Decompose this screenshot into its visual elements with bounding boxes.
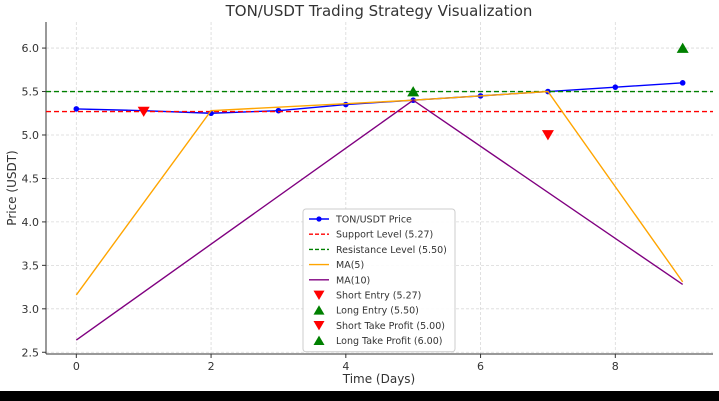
y-tick-label: 4.5	[22, 172, 40, 185]
bottom-bar	[0, 391, 719, 401]
legend-label: Short Take Profit (5.00)	[336, 321, 445, 332]
grid	[46, 22, 713, 354]
ton-usdt-price-point	[679, 80, 686, 86]
ton-usdt-price-line	[76, 82, 683, 114]
x-tick-label: 0	[73, 360, 80, 373]
short-entry-5-27-marker	[137, 106, 150, 117]
chart-title: TON/USDT Trading Strategy Visualization	[225, 2, 533, 20]
legend-label: Long Entry (5.50)	[336, 306, 419, 317]
short-take-profit-5-00-marker	[541, 130, 554, 141]
ton-usdt-price-point	[275, 107, 282, 114]
legend-label: Resistance Level (5.50)	[336, 245, 447, 256]
y-tick-label: 5.0	[22, 129, 40, 142]
x-tick-label: 2	[208, 360, 215, 373]
legend-label: Support Level (5.27)	[336, 230, 433, 241]
ton-usdt-price-point	[343, 101, 349, 108]
legend-label: Long Take Profit (6.00)	[336, 336, 442, 347]
ma-10-line	[75, 99, 684, 341]
long-take-profit-6-00-marker	[676, 42, 689, 53]
y-tick-label: 2.5	[22, 346, 40, 359]
y-tick-label: 3.5	[22, 259, 40, 272]
y-tick-label: 3.0	[22, 303, 40, 316]
legend-swatch	[313, 305, 325, 315]
x-axis-label: Time (Days)	[342, 372, 416, 386]
x-tick-label: 4	[342, 360, 349, 373]
legend-swatch	[313, 321, 325, 331]
legend: TON/USDT Price Support Level (5.27) Resist…	[302, 208, 456, 353]
y-tick-label: 5.5	[22, 86, 40, 99]
legend-swatch-point	[316, 216, 322, 222]
y-tick-label: 6.0	[22, 42, 40, 55]
y-tick-label: 4.0	[22, 216, 40, 229]
legend-box	[302, 208, 456, 353]
legend-swatch	[313, 335, 325, 345]
series	[46, 42, 713, 341]
x-tick-label: 8	[612, 360, 619, 373]
long-entry-5-50-marker	[407, 86, 420, 97]
legend-swatch	[313, 290, 325, 300]
ton-usdt-price-point	[73, 106, 80, 112]
legend-label: TON/USDT Price	[335, 215, 412, 226]
axes: 0 2 4 6 8 2.5 3.0 3.5 4.0 4.5 5.0 5.5 6.0	[22, 22, 713, 373]
x-tick-label: 6	[477, 360, 484, 373]
legend-label: MA(5)	[336, 260, 364, 271]
ton-usdt-price-point	[612, 84, 619, 90]
legend-label: MA(10)	[336, 275, 370, 286]
y-axis-label: Price (USDT)	[5, 150, 19, 225]
legend-label: Short Entry (5.27)	[336, 291, 421, 302]
